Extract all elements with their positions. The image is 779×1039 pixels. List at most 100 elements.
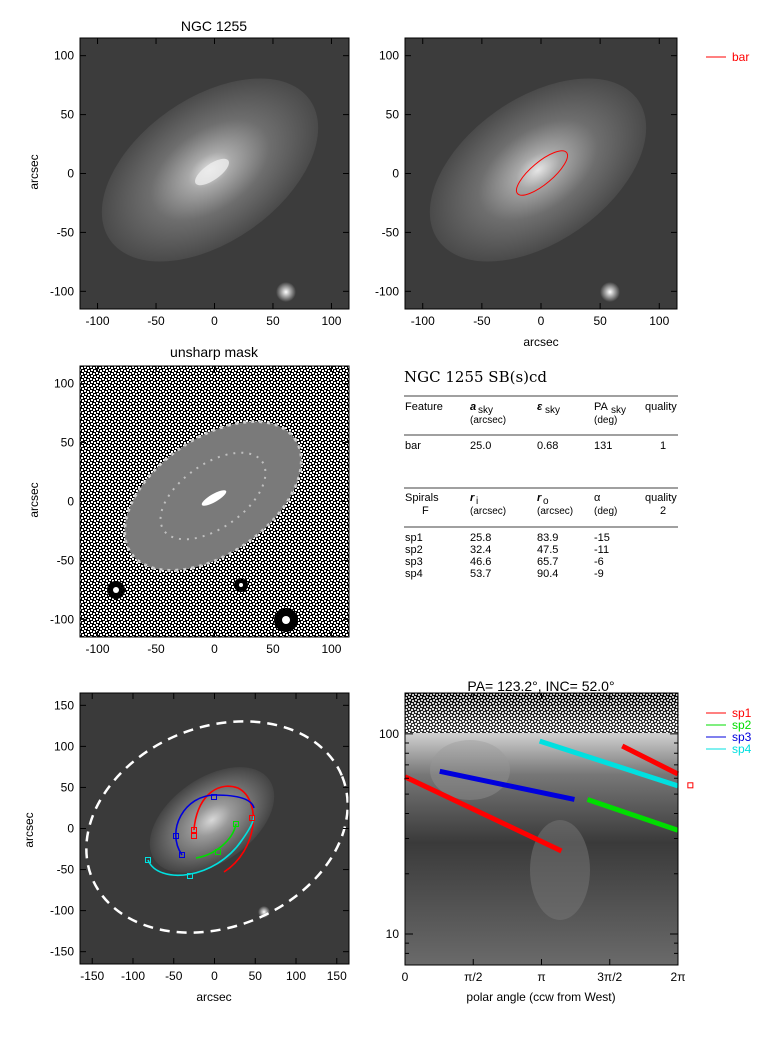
x-tick-label: 0 (211, 642, 218, 656)
legend-label-bar: bar (732, 50, 749, 64)
spiral-row-cell: 90.4 (537, 568, 558, 580)
x-tick-label: 0 (402, 970, 409, 984)
x-tick-label: -100 (121, 969, 145, 983)
col-header-eps-sub: sky (545, 405, 560, 416)
bar-row-cell: bar (405, 440, 421, 452)
x-tick-label: -150 (80, 969, 104, 983)
x-axis-label: arcsec (196, 990, 231, 1004)
spiral-row-cell: 46.6 (470, 556, 491, 568)
col-header-quality: quality (645, 492, 677, 504)
y-tick-label: 100 (54, 739, 74, 753)
polar-series (403, 738, 694, 854)
spiral-marker (233, 821, 239, 827)
y-tick-label: -100 (50, 904, 74, 918)
panel-mid-left: unsharp mask -100 -50 0 50 100100500-50-100 … (27, 344, 350, 656)
spiral-row-cell: -9 (594, 568, 604, 580)
spiral-arc-sp3 (175, 794, 255, 856)
series-line-sp4 (538, 738, 679, 789)
col-header-ro: r (537, 492, 542, 504)
spiral-marker (173, 833, 179, 839)
y-tick-label: 150 (54, 698, 74, 712)
col-header-ro-sub: o (543, 496, 549, 507)
panel-top-right: -100 -50 0 50 100 100 50 0 -50 -100 arcsec bar (375, 37, 749, 349)
y-tick-label: 100 (379, 727, 399, 741)
y-tick-label: 0 (392, 167, 399, 181)
spiral-arc-sp4 (147, 815, 255, 877)
spiral-marker (145, 857, 151, 863)
x-tick-label: 3π/2 (597, 970, 622, 984)
col-header-a-sub: sky (478, 405, 493, 416)
x-tick-label: -50 (165, 969, 183, 983)
bar-row-cell: 1 (660, 440, 666, 452)
col-header-ri-unit: (arcsec) (470, 506, 506, 517)
series-line-sp2 (586, 797, 679, 833)
x-tick-label: 50 (266, 642, 280, 656)
y-axis-label: arcsec (27, 154, 41, 189)
x-tick-label: 50 (249, 969, 263, 983)
series-line-sp1 (403, 774, 563, 854)
y-tick-label: -50 (382, 225, 400, 239)
spiral-marker (191, 827, 197, 833)
deprojection-ellipse (85, 720, 349, 934)
panel-title: unsharp mask (170, 344, 259, 360)
x-tick-label: 50 (593, 314, 607, 328)
x-tick-label: 100 (321, 642, 341, 656)
spiral-row-cell: sp2 (405, 544, 423, 556)
series-line-sp1 (621, 743, 679, 777)
y-tick-label: -150 (50, 945, 74, 959)
col-header-ri-sub: i (476, 496, 478, 507)
bar-row-cell: 131 (594, 440, 612, 452)
y-tick-label: 50 (61, 108, 75, 122)
spiral-marker (249, 815, 255, 821)
x-tick-label: -50 (473, 314, 491, 328)
series-line-sp3 (439, 768, 575, 802)
spiral-arc-sp2 (195, 823, 237, 859)
y-tick-label: 50 (61, 780, 75, 794)
x-tick-label: -100 (86, 642, 110, 656)
parameter-table: NGC 1255 SB(s)cd Feature a sky (arcsec) … (404, 368, 678, 580)
x-tick-label: -50 (147, 642, 165, 656)
panel-top-left: NGC 1255 -100 -50 0 50 100 100 50 0 -50 -100 arcs… (27, 18, 350, 328)
y-tick-label: -100 (50, 284, 74, 298)
legend-label-sp2: sp2 (732, 718, 752, 732)
y-tick-label: 10 (386, 927, 400, 941)
x-tick-label: π/2 (464, 970, 483, 984)
x-tick-label: 0 (211, 314, 218, 328)
x-tick-label: -100 (86, 314, 110, 328)
bar-row-cell: 0.68 (537, 440, 558, 452)
y-tick-label: -100 (375, 284, 399, 298)
galaxy-disk (149, 767, 275, 873)
y-axis-label: arcsec (27, 482, 41, 517)
x-tick-label: 0 (211, 969, 218, 983)
y-tick-label: -50 (57, 553, 75, 567)
spiral-row-cell: -11 (594, 544, 609, 556)
series-marker (687, 782, 694, 789)
panel-title: NGC 1255 (181, 18, 247, 34)
x-tick-label: -100 (411, 314, 435, 328)
y-tick-label: 0 (67, 495, 74, 509)
polar-image (405, 693, 678, 965)
spiral-row-cell: 47.5 (537, 544, 558, 556)
x-tick-label: 100 (321, 314, 341, 328)
x-tick-label: 50 (266, 314, 280, 328)
x-axis-label: polar angle (ccw from West) (466, 990, 615, 1004)
legend-label-sp1: sp1 (732, 706, 752, 720)
col-header-eps: ε (537, 401, 543, 413)
panel-bottom-right: PA= 123.2°, INC= 52.0° 0 π/2 π 3π/2 2π10010 … (379, 678, 752, 1004)
col-header-alpha-unit: (deg) (594, 506, 617, 517)
legend-label-sp3: sp3 (732, 730, 752, 744)
chart-title: PA= 123.2°, INC= 52.0° (467, 678, 614, 694)
x-tick-label: 0 (538, 314, 545, 328)
col-header-spirals: Spirals (405, 492, 439, 504)
x-tick-label: 2π (671, 970, 686, 984)
col-header-f: F (422, 505, 429, 517)
y-tick-label: -100 (50, 612, 74, 626)
col-header-pa-sub: sky (611, 405, 626, 416)
x-tick-label: 150 (327, 969, 347, 983)
y-tick-label: 100 (54, 377, 74, 391)
spiral-marker (187, 873, 193, 879)
spiral-row-cell: 65.7 (537, 556, 558, 568)
spiral-marker (179, 852, 185, 858)
x-tick-label: π (537, 970, 545, 984)
